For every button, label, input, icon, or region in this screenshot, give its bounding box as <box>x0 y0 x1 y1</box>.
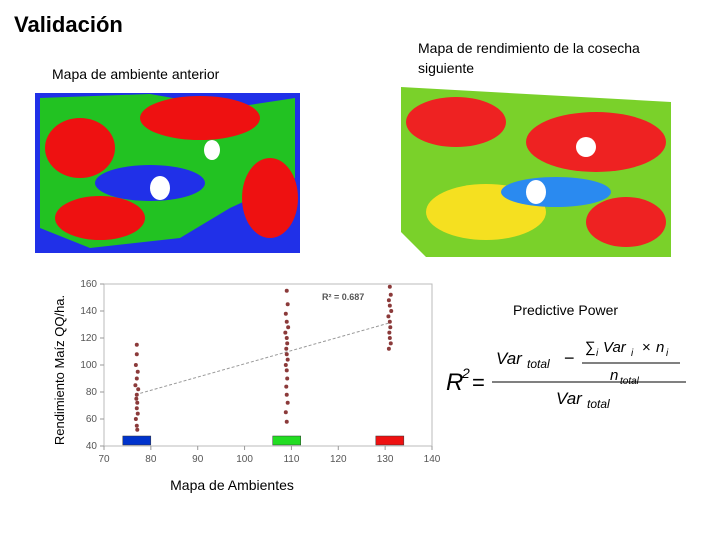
class-swatch <box>122 435 152 446</box>
point <box>284 419 289 424</box>
point <box>285 357 290 362</box>
point <box>283 410 288 415</box>
formula: R 2 = Var total − ∑ i Var i × n i n tota… <box>446 339 686 411</box>
formula-term: − <box>564 348 575 368</box>
point <box>284 368 289 373</box>
slide-title: Validación <box>14 12 123 37</box>
point <box>283 363 288 367</box>
point <box>388 325 393 330</box>
point <box>284 288 289 293</box>
point <box>387 330 392 335</box>
point <box>285 376 290 381</box>
x-tick-label: 100 <box>236 454 253 465</box>
point <box>134 376 139 381</box>
point <box>284 319 289 324</box>
point <box>285 400 290 405</box>
x-tick-label: 110 <box>283 454 299 465</box>
plot-frame <box>103 283 433 447</box>
x-tick-label: 70 <box>98 454 110 465</box>
formula-term: Var <box>556 389 583 408</box>
scatter-chart: Rendimiento Maíz QQ/ha. Mapa de Ambiente… <box>52 279 441 493</box>
x-tick-label: 80 <box>145 454 157 465</box>
class-swatch <box>375 435 405 446</box>
point <box>136 387 141 392</box>
point <box>286 325 291 330</box>
trendline <box>135 321 392 396</box>
point <box>285 302 290 307</box>
x-tick-label: 90 <box>192 454 204 465</box>
point <box>284 336 289 340</box>
point <box>133 363 138 367</box>
point <box>135 369 140 374</box>
point <box>386 346 391 351</box>
formula-term: total <box>527 357 550 371</box>
formula-term: Var <box>496 349 523 368</box>
class-swatch <box>272 435 301 446</box>
point <box>386 314 391 319</box>
point <box>134 406 139 411</box>
point <box>388 292 393 297</box>
y-tick-label: 140 <box>80 306 97 317</box>
point <box>134 342 139 347</box>
point <box>284 346 289 351</box>
point <box>134 392 139 397</box>
map-title: Mapa de rendimiento de la cosecha siguie… <box>418 40 640 76</box>
y-axis-label: Rendimiento Maíz QQ/ha. <box>52 295 67 445</box>
x-axis-label: Mapa de Ambientes <box>170 477 294 493</box>
point <box>134 423 139 428</box>
point <box>389 309 394 313</box>
y-tick-label: 100 <box>80 360 97 371</box>
formula-term: × <box>642 339 651 356</box>
formula-term: 2 <box>461 365 470 381</box>
formula-term: total <box>587 397 610 411</box>
formula-term: = <box>472 370 485 395</box>
section-label: Predictive Power <box>513 302 619 318</box>
formula-term: n <box>656 339 664 356</box>
point <box>285 341 290 346</box>
y-tick-label: 160 <box>80 279 97 290</box>
point <box>387 319 392 324</box>
point <box>135 400 140 405</box>
formula-term: Var <box>603 339 627 356</box>
point <box>134 396 139 401</box>
point <box>386 298 391 303</box>
point <box>387 336 392 340</box>
point <box>135 427 140 432</box>
point <box>135 411 140 416</box>
point <box>134 352 139 357</box>
point <box>387 284 392 289</box>
formula-term: i <box>666 348 669 359</box>
point <box>388 341 393 346</box>
point <box>284 352 289 357</box>
formula-term: i <box>596 348 599 359</box>
formula-term: n <box>610 367 618 384</box>
point <box>284 384 289 389</box>
yield-map <box>401 87 671 257</box>
map-title: Mapa de ambiente anterior <box>52 66 220 82</box>
environment-map <box>35 93 300 253</box>
point <box>283 330 288 335</box>
formula-term: i <box>631 348 634 359</box>
annotation: R² = 0.687 <box>322 292 364 302</box>
y-tick-label: 40 <box>86 441 98 452</box>
x-tick-label: 120 <box>330 454 347 465</box>
point <box>284 392 289 397</box>
point <box>387 303 392 308</box>
x-tick-label: 140 <box>424 454 441 465</box>
y-tick-label: 120 <box>80 333 97 344</box>
formula-term: ∑ <box>585 339 596 356</box>
point <box>133 417 138 421</box>
point <box>283 311 288 316</box>
y-tick-label: 80 <box>86 387 98 398</box>
y-tick-label: 60 <box>86 414 98 425</box>
x-tick-label: 130 <box>377 454 394 465</box>
point <box>133 383 138 388</box>
formula-term: R <box>446 369 463 396</box>
